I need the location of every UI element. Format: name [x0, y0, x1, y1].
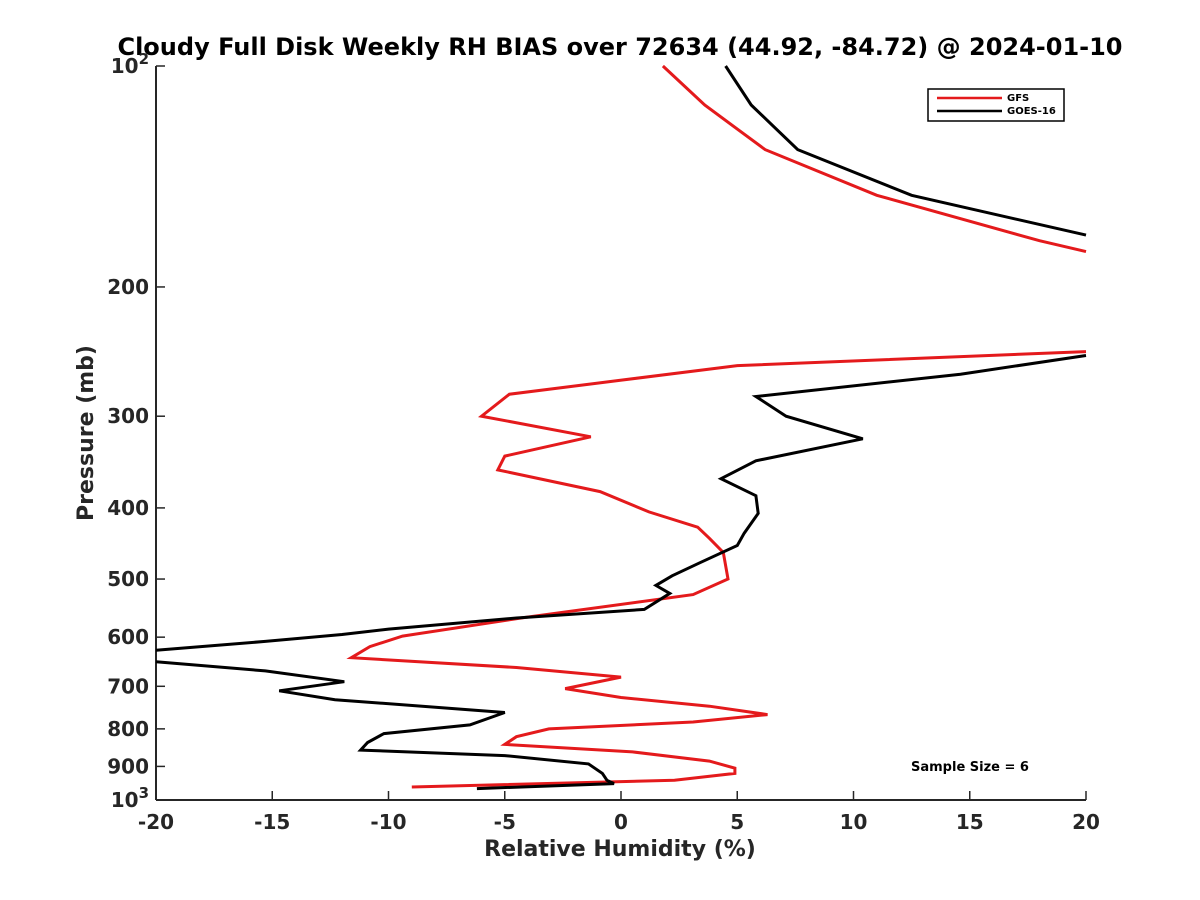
sample-size-annotation: Sample Size = 6 — [911, 760, 1029, 775]
legend-box — [927, 88, 1065, 122]
plot-area: -20 -15 -10 -5 0 5 10 15 20 102 200 300 400 500 600 70… — [107, 50, 1100, 834]
x-axis-ticks: -20 -15 -10 -5 0 5 10 15 20 — [138, 791, 1100, 834]
x-tick-label: 0 — [614, 810, 628, 834]
legend-label-gfs: GFS — [1007, 93, 1029, 104]
y-tick-label: 103 — [111, 784, 149, 812]
y-axis-label: Pressure (mb) — [74, 345, 99, 521]
chart-title: Cloudy Full Disk Weekly RH BIAS over 726… — [117, 33, 1122, 61]
y-tick-label: 102 — [111, 50, 149, 78]
x-tick-label: 10 — [840, 810, 868, 834]
y-tick-label: 900 — [107, 754, 149, 778]
y-tick-label: 700 — [107, 674, 149, 698]
x-tick-label: -10 — [370, 810, 406, 834]
y-axis-ticks: 102 200 300 400 500 600 700 800 900 103 — [107, 50, 165, 812]
y-tick-label: 200 — [107, 275, 149, 299]
x-tick-label: 20 — [1072, 810, 1100, 834]
y-tick-label: 300 — [107, 404, 149, 428]
series-lines — [155, 64, 1087, 791]
x-tick-label: -20 — [138, 810, 174, 834]
y-tick-label: 800 — [107, 717, 149, 741]
x-tick-label: -15 — [254, 810, 290, 834]
x-tick-label: -5 — [494, 810, 516, 834]
x-tick-label: 5 — [730, 810, 744, 834]
x-tick-label: 15 — [956, 810, 984, 834]
x-axis-label: Relative Humidity (%) — [484, 837, 756, 862]
y-tick-label: 400 — [107, 496, 149, 520]
y-tick-label: 500 — [107, 567, 149, 591]
y-tick-label: 600 — [107, 625, 149, 649]
legend-label-goes16: GOES-16 — [1007, 106, 1056, 117]
series-line-gfs — [346, 64, 1087, 789]
legend: GFS GOES-16 — [927, 88, 1065, 122]
series-line-goes16 — [155, 65, 1087, 791]
